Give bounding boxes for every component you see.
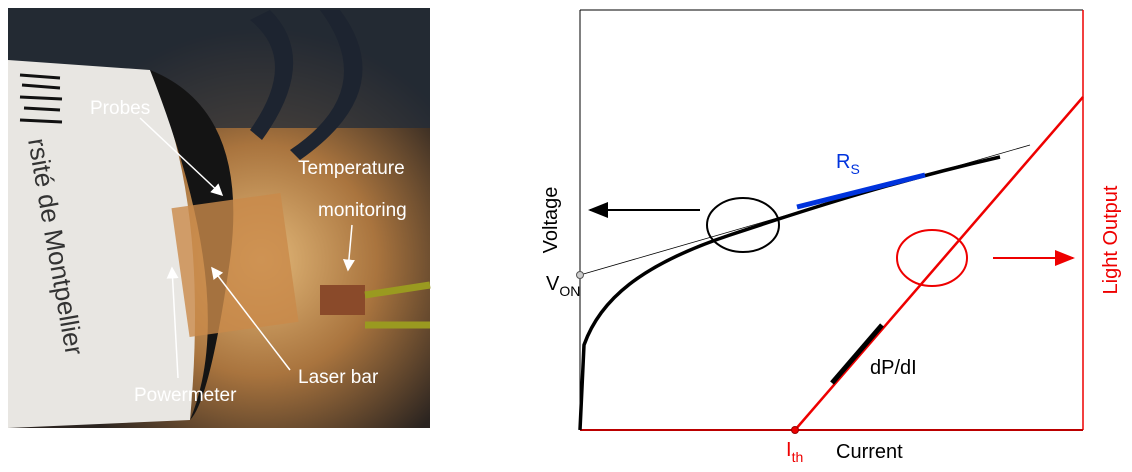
label-probes: Probes [90, 98, 150, 119]
light-ellipse [896, 229, 968, 287]
arrow [166, 266, 179, 379]
von-point [576, 271, 584, 279]
x-label: Current [836, 441, 903, 463]
slope-label: dP/dI [870, 357, 917, 379]
voltage-curve [578, 155, 1001, 431]
ith-label: Ith [786, 439, 803, 465]
y-label: Voltage [540, 187, 562, 254]
light-curve [794, 96, 1084, 431]
sensor [320, 285, 365, 315]
arrow [139, 117, 224, 197]
wires [364, 281, 431, 329]
slope-segment [830, 323, 884, 385]
ith-sub: th [792, 449, 804, 465]
ith-point [791, 426, 799, 434]
y2-label: Light Output [1100, 185, 1122, 294]
arrow [211, 266, 291, 371]
von-label: VON [546, 273, 580, 299]
photo: rsité de Montpellier Probes Temperature … [8, 8, 431, 428]
series-resistance-segment [796, 172, 926, 210]
label-temperature: Temperature [298, 158, 405, 179]
arrow [342, 224, 355, 272]
label-powermeter: Powermeter [134, 385, 237, 406]
rs-main: R [836, 151, 850, 173]
von-sub: ON [559, 283, 580, 299]
von-main: V [546, 273, 560, 295]
barcode [19, 73, 63, 124]
rs-label: RS [836, 151, 860, 177]
cylinder [8, 60, 195, 428]
label-temperature: monitoring [318, 200, 407, 221]
voltage-ellipse [706, 197, 780, 253]
probe-arm [290, 10, 363, 160]
ith-main: I [786, 439, 792, 461]
schematic: Voltage VON RS dP/dI Ith Current Light O… [540, 9, 1122, 465]
chip-carrier [171, 192, 299, 338]
rs-sub: S [850, 161, 859, 177]
label-laser-bar: Laser bar [298, 367, 379, 388]
probe-arm [250, 10, 294, 140]
